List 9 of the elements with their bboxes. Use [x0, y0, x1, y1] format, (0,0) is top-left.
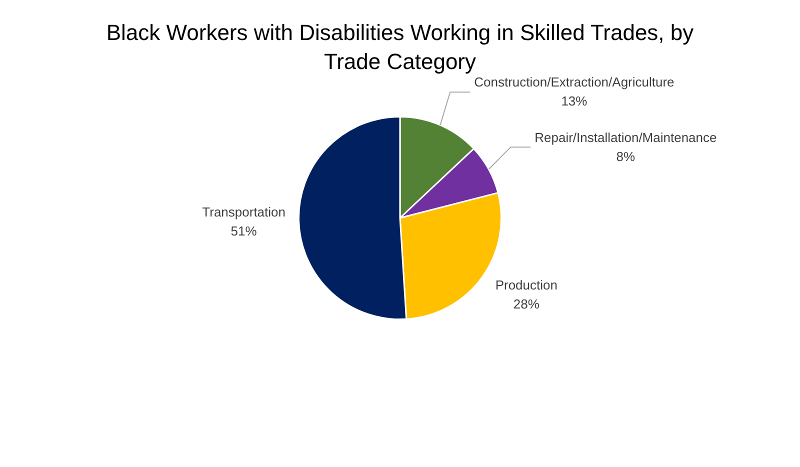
slice-label: Transportation: [202, 204, 286, 220]
slice-label: Production: [495, 278, 558, 293]
data-label: 13%: [561, 94, 588, 109]
slice-label: Construction/Extraction/Agriculture: [474, 74, 674, 90]
data-label: 8%: [616, 148, 636, 164]
data-label: 28%: [513, 296, 540, 312]
slice-label: Repair/Installation/Maintenance: [534, 130, 717, 145]
chart-title: Black Workers with Disabilities Working in Skilled Trades, by Trade Category: [105, 19, 695, 76]
data-label: 51%: [230, 224, 258, 239]
